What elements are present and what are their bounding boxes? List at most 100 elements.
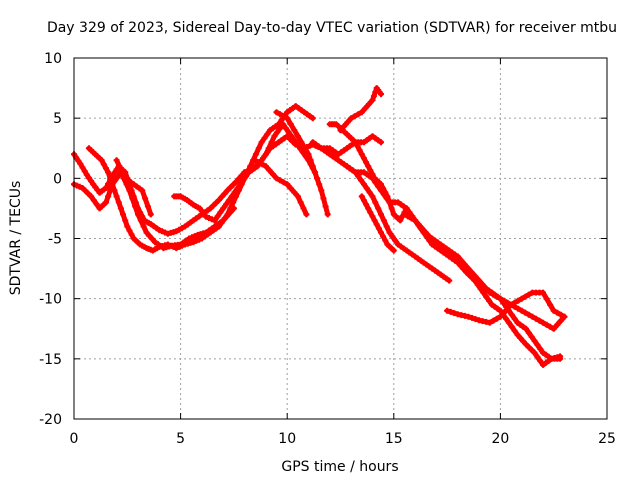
data-point: [531, 349, 538, 356]
data-point: [140, 223, 147, 230]
data-point: [497, 307, 504, 314]
data-point: [280, 113, 287, 120]
data-point: [518, 295, 525, 302]
data-point: [384, 193, 391, 200]
data-point: [302, 145, 308, 152]
data-point: [100, 161, 107, 168]
series-markers: [444, 289, 568, 326]
data-point: [363, 185, 370, 192]
data-point: [211, 217, 218, 224]
data-point: [320, 195, 327, 202]
series-track-3: [85, 103, 316, 254]
data-point: [309, 163, 316, 170]
data-point: [511, 299, 518, 306]
data-point: [508, 301, 515, 308]
data-point: [403, 205, 410, 212]
data-point: [501, 297, 507, 304]
x-tick-label: 5: [176, 431, 185, 447]
x-tick-label: 10: [278, 431, 296, 447]
data-point: [303, 211, 310, 218]
data-point: [554, 321, 561, 328]
data-point: [318, 187, 325, 194]
data-point: [363, 201, 370, 208]
y-tick-label: 10: [44, 51, 62, 67]
series-track-8: [252, 157, 310, 218]
data-point: [81, 168, 88, 175]
series-markers: [113, 157, 154, 218]
data-point: [501, 309, 507, 316]
y-tick-label: 0: [53, 171, 62, 187]
data-point: [505, 319, 512, 326]
data-point: [230, 199, 237, 206]
data-point: [383, 223, 390, 230]
series-markers: [343, 163, 453, 284]
data-point: [352, 169, 359, 176]
data-point: [300, 205, 307, 212]
data-point: [311, 169, 318, 176]
data-point: [361, 181, 367, 188]
data-point: [75, 157, 82, 164]
data-point: [528, 333, 535, 340]
data-point: [103, 185, 109, 191]
data-point: [370, 93, 377, 100]
data-point: [111, 169, 118, 176]
data-point: [234, 185, 241, 192]
data-point: [255, 145, 262, 152]
data-point: [537, 357, 544, 364]
series-markers: [273, 109, 331, 218]
data-point: [497, 313, 504, 320]
data-point: [218, 193, 225, 200]
series-markers: [241, 133, 384, 176]
data-point: [457, 262, 464, 269]
data-point: [262, 163, 269, 170]
data-point: [366, 189, 373, 196]
data-point: [508, 323, 515, 330]
data-point: [447, 249, 454, 256]
data-point: [252, 151, 259, 158]
series-line: [252, 157, 309, 217]
data-point: [469, 314, 475, 321]
data-point: [358, 109, 365, 116]
data-point: [365, 205, 372, 212]
axis-ticks: 0 5 10 15 20 25 -20 -15 -10 -5 0 5 10: [39, 51, 616, 447]
data-point: [235, 175, 242, 182]
data-point: [520, 338, 527, 345]
data-point: [537, 345, 544, 352]
x-tick-label: 25: [598, 431, 616, 447]
data-point: [534, 341, 541, 348]
data-point: [88, 193, 95, 200]
data-point: [504, 305, 511, 312]
data-point: [119, 169, 126, 176]
data-point: [266, 167, 273, 174]
data-point: [274, 129, 281, 136]
data-point: [476, 277, 483, 284]
data-point: [401, 211, 408, 218]
data-point: [386, 229, 393, 236]
data-point: [369, 171, 376, 178]
data-point: [426, 233, 433, 240]
data-point: [433, 241, 440, 248]
data-point: [252, 157, 259, 164]
data-point: [440, 245, 447, 252]
data-point: [408, 215, 415, 222]
data-point: [557, 317, 564, 324]
data-point: [531, 337, 538, 344]
data-point: [557, 311, 564, 318]
data-point: [518, 307, 525, 314]
data-point: [525, 311, 532, 318]
data-point: [378, 229, 384, 236]
data-point: [382, 189, 389, 196]
data-point: [109, 181, 116, 188]
data-point: [514, 331, 521, 338]
data-point: [382, 237, 389, 244]
data-point: [371, 217, 378, 224]
data-point: [503, 315, 510, 322]
data-point: [220, 205, 227, 212]
data-point: [115, 173, 122, 180]
data-point: [372, 199, 379, 206]
data-point: [287, 121, 294, 128]
data-point: [557, 353, 564, 360]
x-tick-label: 20: [491, 431, 509, 447]
data-point: [536, 317, 543, 324]
data-point: [369, 97, 376, 104]
